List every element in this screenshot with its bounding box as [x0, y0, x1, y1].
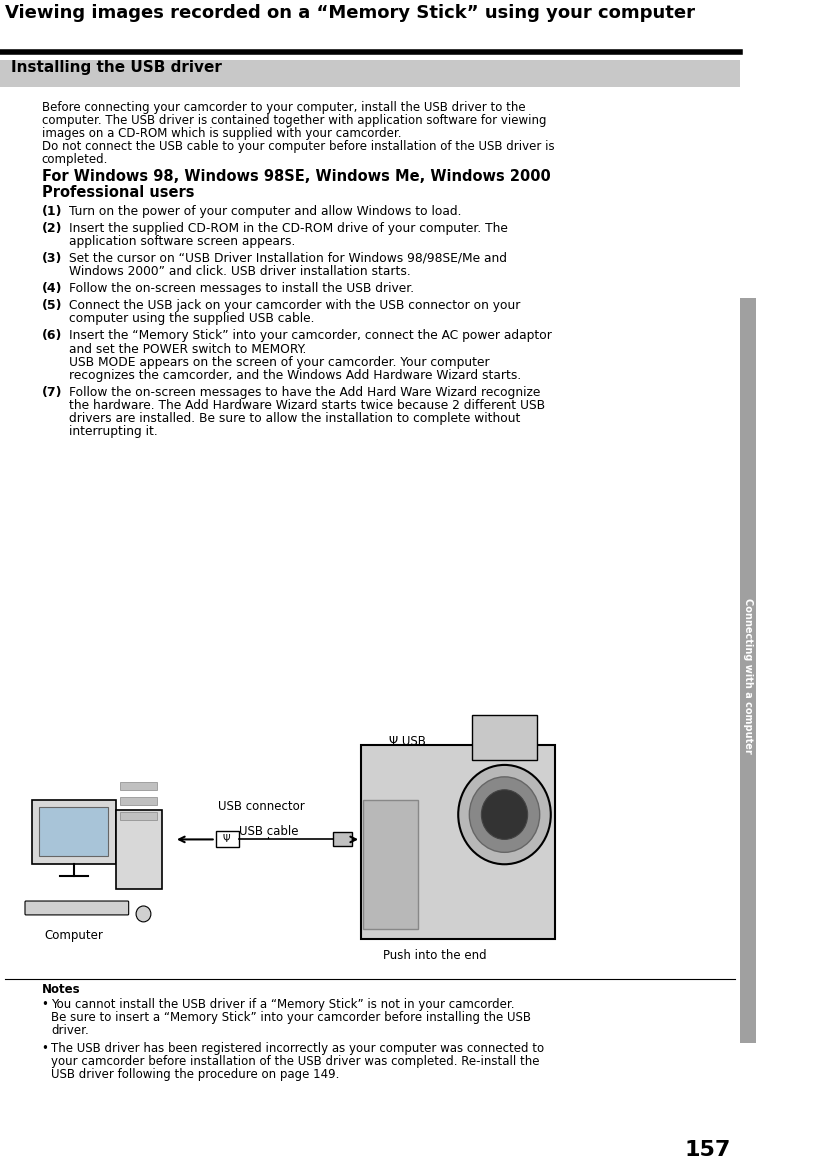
Text: Ψ: Ψ [223, 835, 230, 844]
Text: driver.: driver. [51, 1024, 89, 1037]
Bar [739, 298, 757, 1043]
Text: Push into the end: Push into the end [383, 949, 487, 961]
Text: 157: 157 [685, 1141, 731, 1161]
Bar [120, 811, 158, 819]
Circle shape [481, 789, 528, 839]
Bar [216, 831, 239, 847]
Bar [361, 745, 556, 938]
Text: (4): (4) [42, 282, 62, 296]
Text: Notes: Notes [42, 984, 80, 996]
Text: interrupting it.: interrupting it. [69, 425, 158, 438]
Text: (5): (5) [42, 299, 62, 312]
Bar [33, 800, 116, 864]
Bar [333, 832, 352, 846]
Bar [120, 796, 158, 804]
Text: Follow the on-screen messages to install the USB driver.: Follow the on-screen messages to install… [69, 282, 414, 296]
Text: USB driver following the procedure on page 149.: USB driver following the procedure on pa… [51, 1067, 339, 1081]
Text: (3): (3) [42, 251, 62, 265]
Text: •: • [42, 999, 48, 1012]
Bar [116, 810, 162, 889]
Text: Insert the supplied CD-ROM in the CD-ROM drive of your computer. The: Insert the supplied CD-ROM in the CD-ROM… [69, 221, 508, 235]
Text: Ψ USB: Ψ USB [389, 736, 426, 748]
Text: Connecting with a computer: Connecting with a computer [743, 597, 753, 753]
Text: Turn on the power of your computer and allow Windows to load.: Turn on the power of your computer and a… [69, 205, 462, 218]
Text: and set the POWER switch to MEMORY.: and set the POWER switch to MEMORY. [69, 342, 307, 355]
Circle shape [469, 776, 540, 852]
Text: Viewing images recorded on a “Memory Stick” using your computer: Viewing images recorded on a “Memory Sti… [5, 3, 694, 22]
Text: images on a CD-ROM which is supplied with your camcorder.: images on a CD-ROM which is supplied wit… [42, 127, 401, 140]
Text: Do not connect the USB cable to your computer before installation of the USB dri: Do not connect the USB cable to your com… [42, 140, 554, 154]
FancyBboxPatch shape [25, 901, 128, 915]
Text: USB MODE appears on the screen of your camcorder. Your computer: USB MODE appears on the screen of your c… [69, 356, 490, 369]
Text: USB connector: USB connector [217, 800, 304, 812]
Text: (1): (1) [42, 205, 62, 218]
Text: (7): (7) [42, 385, 62, 399]
Text: Insert the “Memory Stick” into your camcorder, connect the AC power adaptor: Insert the “Memory Stick” into your camc… [69, 329, 552, 342]
Text: recognizes the camcorder, and the Windows Add Hardware Wizard starts.: recognizes the camcorder, and the Window… [69, 369, 522, 382]
Text: the hardware. The Add Hardware Wizard starts twice because 2 different USB: the hardware. The Add Hardware Wizard st… [69, 399, 546, 412]
Text: Follow the on-screen messages to have the Add Hard Ware Wizard recognize: Follow the on-screen messages to have th… [69, 385, 541, 399]
Bar [363, 800, 418, 929]
Text: computer. The USB driver is contained together with application software for vie: computer. The USB driver is contained to… [42, 114, 546, 127]
Text: completed.: completed. [42, 152, 108, 166]
Bar [120, 782, 158, 789]
Bar [0, 59, 739, 87]
Text: Computer: Computer [45, 929, 104, 942]
Bar [472, 715, 537, 760]
Text: Connect the USB jack on your camcorder with the USB connector on your: Connect the USB jack on your camcorder w… [69, 299, 520, 312]
Text: Set the cursor on “USB Driver Installation for Windows 98/98SE/Me and: Set the cursor on “USB Driver Installati… [69, 251, 507, 265]
Text: (6): (6) [42, 329, 62, 342]
Circle shape [458, 765, 551, 864]
Text: The USB driver has been registered incorrectly as your computer was connected to: The USB driver has been registered incor… [51, 1042, 544, 1055]
Text: your camcorder before installation of the USB driver was completed. Re-install t: your camcorder before installation of th… [51, 1055, 539, 1069]
Text: USB cable: USB cable [239, 824, 298, 838]
Text: Professional users: Professional users [42, 185, 194, 200]
Text: computer using the supplied USB cable.: computer using the supplied USB cable. [69, 312, 315, 325]
Circle shape [136, 906, 151, 922]
Text: drivers are installed. Be sure to allow the installation to complete without: drivers are installed. Be sure to allow … [69, 412, 520, 425]
Text: Installing the USB driver: Installing the USB driver [11, 59, 222, 74]
Text: For Windows 98, Windows 98SE, Windows Me, Windows 2000: For Windows 98, Windows 98SE, Windows Me… [42, 169, 551, 184]
Text: (2): (2) [42, 221, 62, 235]
Bar [39, 807, 109, 857]
Text: application software screen appears.: application software screen appears. [69, 235, 296, 248]
Text: You cannot install the USB driver if a “Memory Stick” is not in your camcorder.: You cannot install the USB driver if a “… [51, 999, 515, 1012]
Text: Before connecting your camcorder to your computer, install the USB driver to the: Before connecting your camcorder to your… [42, 101, 525, 114]
Text: Be sure to insert a “Memory Stick” into your camcorder before installing the USB: Be sure to insert a “Memory Stick” into … [51, 1012, 531, 1024]
Text: Windows 2000” and click. USB driver installation starts.: Windows 2000” and click. USB driver inst… [69, 265, 411, 278]
Text: •: • [42, 1042, 48, 1055]
